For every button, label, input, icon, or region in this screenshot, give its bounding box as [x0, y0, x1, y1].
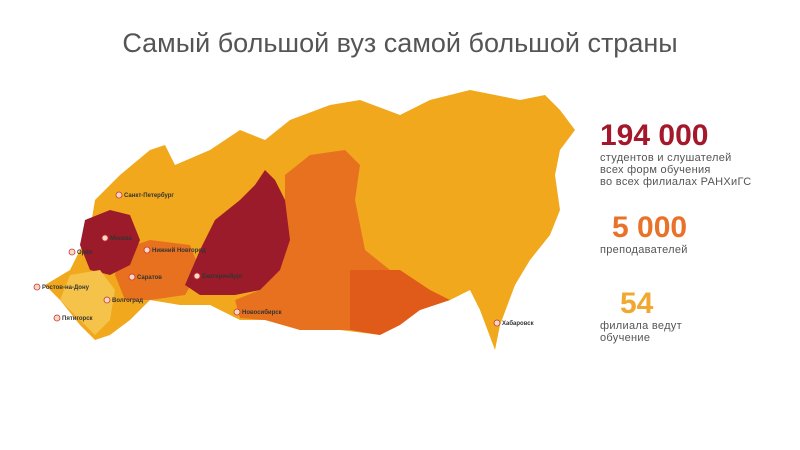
city-label: Новосибирск: [242, 309, 282, 316]
slide-title: Самый большой вуз самой большой страны: [122, 28, 678, 58]
city-dot: [233, 308, 241, 316]
region-south: [60, 270, 115, 335]
city-label: Санкт-Петербург: [124, 192, 174, 199]
city-dot: [68, 248, 76, 256]
stat-text: обучение: [600, 332, 651, 344]
city-dot: [101, 234, 109, 242]
region-volga: [115, 240, 200, 300]
city-dot: [33, 283, 41, 291]
city-label: Екатеринбург: [202, 273, 243, 280]
stat-text: всех форм обучения: [600, 164, 711, 176]
city-label: Саратов: [137, 275, 162, 281]
stat-text: преподавателей: [600, 244, 688, 256]
stat-text: во всех филиалах РАНХиГС: [600, 176, 752, 188]
region-ural: [185, 170, 290, 295]
city-dot: [493, 319, 501, 327]
region-moscow: [80, 210, 140, 275]
city-dot: [143, 246, 151, 254]
stat: 54 филиала ведут обучение: [600, 287, 682, 345]
city-label: Пятигорск: [62, 316, 93, 322]
city-label: Волгоград: [112, 298, 143, 304]
stat: 5 000 преподавателей: [600, 211, 688, 257]
city-label: Ростов-на-Дону: [42, 285, 90, 291]
city-dot: [115, 191, 123, 199]
stat-text: филиала ведут: [600, 320, 682, 332]
city-dot: [193, 272, 201, 280]
city-label: Хабаровск: [502, 320, 534, 327]
stat-text: студентов и слушателей: [600, 152, 732, 164]
city-label: Нижний Новгород: [152, 247, 206, 254]
city-dot: [53, 314, 61, 322]
stat: 194 000 студентов и слушателей всех форм о…: [600, 119, 752, 189]
stat-value: 54: [620, 287, 654, 320]
city-dot: [128, 273, 136, 281]
stat-value: 194 000: [600, 119, 709, 152]
city-dot: [103, 296, 111, 304]
stat-value: 5 000: [612, 211, 688, 244]
city-label: Орёл: [77, 250, 93, 256]
region-orange-east: [350, 270, 450, 335]
city-label: Москва: [110, 236, 133, 242]
